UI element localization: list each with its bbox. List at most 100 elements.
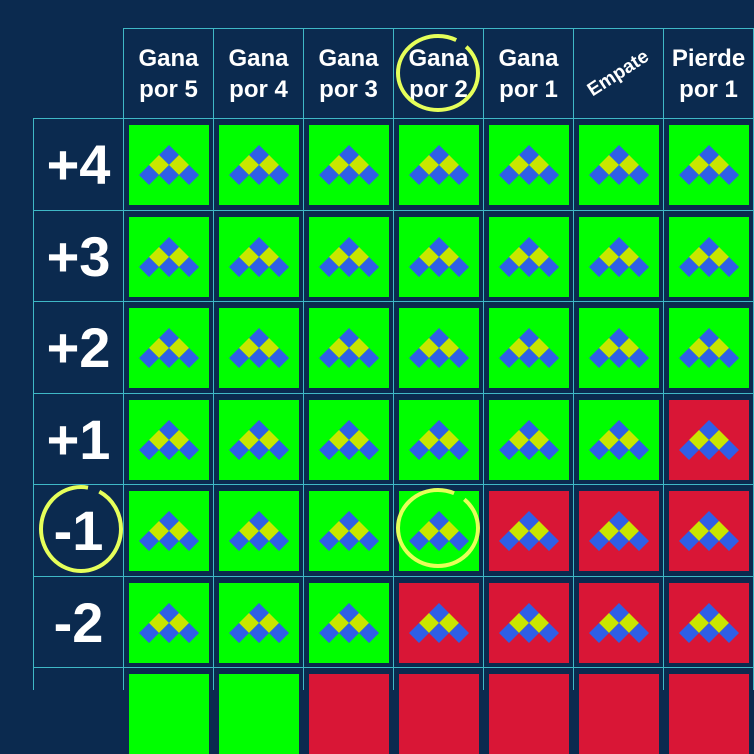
grid-line-horizontal: [33, 118, 754, 119]
outcome-cell-red: [579, 583, 659, 663]
outcome-cell-green: [309, 400, 389, 480]
outcome-cell-green: [669, 308, 749, 388]
grid-line-horizontal: [33, 667, 754, 668]
diamond-triangle-icon: [319, 328, 379, 368]
row-header: +2: [46, 316, 111, 379]
diamond-triangle-icon: [139, 511, 199, 551]
diamond-triangle-icon: [319, 420, 379, 460]
diamond-triangle-icon: [319, 145, 379, 185]
diamond-triangle-icon: [679, 420, 739, 460]
diamond-triangle-icon: [139, 145, 199, 185]
diamond-triangle-icon: [409, 603, 469, 643]
diamond-triangle-icon: [139, 603, 199, 643]
diamond-triangle-icon: [319, 603, 379, 643]
diamond-triangle-icon: [589, 603, 649, 643]
grid-line-vertical: [213, 28, 214, 690]
grid-line-vertical: [123, 28, 124, 690]
outcome-cell-red: [489, 674, 569, 754]
column-header-label: Gana: [138, 44, 199, 72]
outcome-cell-green: [399, 400, 479, 480]
outcome-cell-red: [399, 583, 479, 663]
column-header-label: Gana: [228, 44, 289, 72]
diamond-triangle-icon: [409, 328, 469, 368]
outcome-cell-green: [219, 217, 299, 297]
outcome-cell-green: [219, 674, 299, 754]
outcome-cell-red: [579, 491, 659, 571]
column-header-label: por 3: [319, 75, 378, 103]
diamond-triangle-icon: [679, 328, 739, 368]
diamond-triangle-icon: [679, 145, 739, 185]
grid-line-vertical: [483, 28, 484, 690]
grid-line-horizontal: [33, 210, 754, 211]
diamond-triangle-icon: [139, 328, 199, 368]
column-header-label: por 2: [409, 75, 468, 103]
row-header: -2: [53, 591, 104, 654]
column-header-label: por 5: [139, 75, 198, 103]
grid-line-horizontal: [123, 28, 754, 29]
outcome-cell-green: [399, 125, 479, 205]
grid-line-horizontal: [33, 301, 754, 302]
outcome-cell-green: [489, 308, 569, 388]
outcome-cell-green: [219, 308, 299, 388]
outcome-cell-green: [489, 125, 569, 205]
grid-line-vertical: [663, 28, 664, 690]
outcome-cell-green: [489, 217, 569, 297]
grid-line-vertical: [33, 118, 34, 690]
outcome-cell-red: [669, 491, 749, 571]
diamond-triangle-icon: [499, 603, 559, 643]
diamond-triangle-icon: [499, 328, 559, 368]
column-header: Gana por 1: [484, 29, 573, 118]
outcome-cell-green: [669, 217, 749, 297]
diamond-triangle-icon: [229, 237, 289, 277]
row-header: +3: [46, 225, 111, 288]
column-header-label: por 1: [679, 75, 738, 103]
diamond-triangle-icon: [229, 145, 289, 185]
diamond-triangle-icon: [499, 511, 559, 551]
outcome-cell-green: [399, 491, 479, 571]
outcome-cell-red: [309, 674, 389, 754]
outcome-cell-red: [669, 400, 749, 480]
outcome-cell-green: [309, 217, 389, 297]
column-header-label: Empate: [583, 46, 653, 101]
outcome-cell-green: [129, 125, 209, 205]
outcome-cell-green: [399, 217, 479, 297]
diamond-triangle-icon: [499, 145, 559, 185]
outcome-cell-green: [129, 491, 209, 571]
outcome-cell-green: [219, 583, 299, 663]
diamond-triangle-icon: [319, 237, 379, 277]
outcome-cell-red: [669, 583, 749, 663]
row-header: -1: [53, 499, 104, 562]
outcome-cell-green: [129, 583, 209, 663]
diamond-triangle-icon: [229, 511, 289, 551]
column-header: Gana por 3: [304, 29, 393, 118]
diamond-triangle-icon: [679, 237, 739, 277]
outcome-cell-green: [219, 125, 299, 205]
outcome-cell-green: [489, 400, 569, 480]
column-header-label: por 4: [229, 75, 288, 103]
outcome-cell-red: [489, 583, 569, 663]
diamond-triangle-icon: [409, 420, 469, 460]
outcome-cell-red: [669, 674, 749, 754]
diamond-triangle-icon: [499, 420, 559, 460]
outcome-cell-green: [219, 491, 299, 571]
diamond-triangle-icon: [139, 237, 199, 277]
column-header: Pierde por 1: [664, 29, 753, 118]
diamond-triangle-icon: [319, 511, 379, 551]
outcome-cell-red: [579, 674, 659, 754]
grid-line-vertical: [573, 28, 574, 690]
column-header: Gana por 4: [214, 29, 303, 118]
outcome-cell-green: [129, 308, 209, 388]
diamond-triangle-icon: [229, 328, 289, 368]
grid-line-vertical: [303, 28, 304, 690]
row-header: +1: [46, 408, 111, 471]
column-header: Empate: [574, 29, 663, 118]
diamond-triangle-icon: [409, 145, 469, 185]
diamond-triangle-icon: [589, 145, 649, 185]
outcome-cell-green: [219, 400, 299, 480]
outcome-cell-green: [309, 583, 389, 663]
outcome-cell-green: [309, 308, 389, 388]
column-header-label: Gana: [318, 44, 379, 72]
grid-line-vertical: [393, 28, 394, 690]
diamond-triangle-icon: [679, 603, 739, 643]
outcome-cell-green: [309, 491, 389, 571]
